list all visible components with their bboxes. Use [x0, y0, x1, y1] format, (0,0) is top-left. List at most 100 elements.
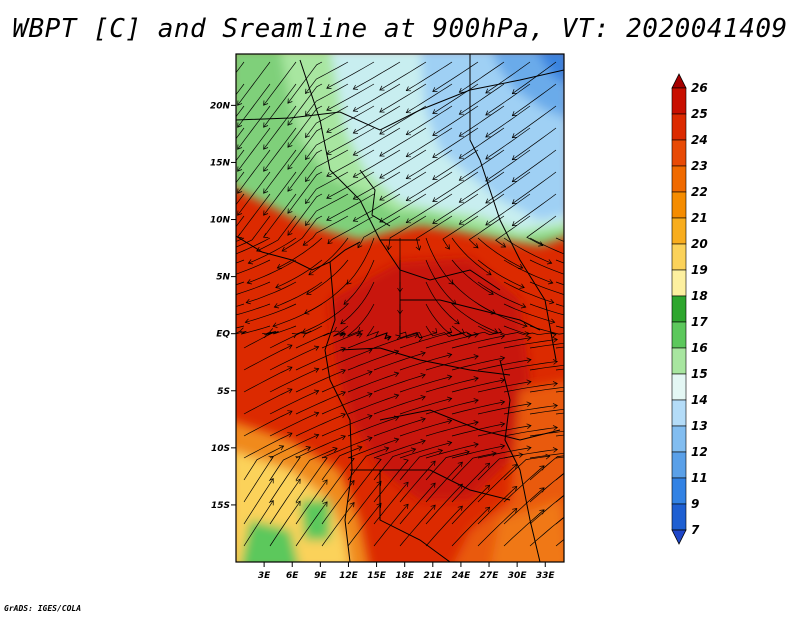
- streamline: [425, 281, 460, 325]
- streamline-arrow: [604, 314, 608, 319]
- colorbar-label: 18: [691, 289, 708, 303]
- streamline-arrow: [518, 452, 524, 458]
- streamline: [399, 442, 452, 459]
- streamline-arrow: [340, 319, 346, 325]
- streamline-arrow: [287, 230, 293, 236]
- streamline-arrow: [594, 491, 599, 495]
- colorbar-label: 25: [691, 107, 708, 121]
- streamline: [416, 215, 453, 251]
- streamline-arrow: [367, 436, 373, 442]
- longitude-axis: 3E 6E 9E 12E 15E 18E 21E 24E 27E 30E 33E: [258, 562, 555, 581]
- streamline-arrow: [218, 316, 223, 321]
- colorbar-segment: [671, 165, 687, 193]
- streamline-arrow: [405, 152, 412, 158]
- streamline-arrow: [295, 500, 301, 506]
- streamline-arrow: [326, 106, 332, 111]
- streamline-arrow: [306, 290, 312, 295]
- streamline-arrow: [343, 299, 349, 305]
- streamline: [247, 259, 297, 284]
- streamline-arrow: [357, 445, 363, 451]
- streamline: [353, 193, 401, 222]
- border-south: [379, 409, 561, 441]
- country-borders: [236, 54, 564, 562]
- streamline: [302, 303, 349, 333]
- streamline: [406, 171, 453, 201]
- streamline: [295, 391, 346, 415]
- streamline-arrow: [305, 110, 311, 117]
- streamline: [529, 452, 564, 459]
- streamline: [399, 420, 452, 437]
- streamline-arrow: [246, 279, 252, 285]
- streamline-arrow: [526, 401, 532, 407]
- streamline: [274, 281, 323, 308]
- streamline: [512, 193, 557, 226]
- streamline-arrow: [305, 446, 312, 452]
- streamline-arrow: [552, 403, 558, 409]
- streamline-arrow: [539, 487, 545, 493]
- streamline-arrow: [575, 256, 580, 261]
- streamline: [287, 127, 323, 170]
- streamline: [477, 508, 518, 547]
- streamline: [373, 332, 423, 349]
- streamline-arrow: [340, 434, 346, 441]
- streamline-arrow: [430, 460, 436, 466]
- colorbar-label: 21: [691, 211, 708, 225]
- streamline-arrow: [447, 418, 453, 425]
- streamline: [485, 127, 531, 160]
- streamline: [269, 434, 319, 459]
- streamline: [529, 303, 564, 316]
- streamline: [373, 418, 426, 437]
- streamline-arrow: [393, 393, 400, 400]
- streamline-arrow: [263, 166, 269, 172]
- streamline-arrow: [194, 253, 199, 258]
- streamline-arrow: [485, 110, 491, 116]
- streamline: [266, 325, 297, 336]
- streamline: [263, 127, 297, 172]
- streamline: [451, 259, 494, 295]
- lon-tick-label: 15E: [367, 571, 387, 581]
- streamline: [425, 483, 463, 525]
- streamline: [425, 377, 479, 393]
- streamline-arrow: [437, 448, 444, 455]
- streamline: [477, 281, 526, 308]
- streamline: [326, 83, 375, 111]
- streamline-arrow: [349, 479, 355, 486]
- streamline: [425, 355, 479, 371]
- streamline-arrow: [379, 195, 385, 201]
- lat-tick-label: 10S: [211, 444, 230, 454]
- lon-tick-label: 18E: [395, 571, 415, 581]
- streamline-arrow: [313, 389, 320, 395]
- streamline-arrow: [606, 385, 610, 390]
- streamline: [347, 332, 392, 349]
- streamline: [256, 215, 297, 252]
- streamline: [366, 325, 391, 340]
- streamline: [373, 440, 426, 459]
- streamline: [503, 339, 558, 349]
- streamline: [243, 330, 277, 349]
- streamline-arrow: [352, 150, 359, 156]
- streamline-arrow: [567, 467, 572, 472]
- streamline-arrow: [405, 174, 412, 180]
- streamline: [269, 368, 319, 393]
- streamline: [529, 259, 564, 275]
- streamline-arrow: [237, 122, 243, 128]
- streamline: [305, 105, 349, 138]
- streamline: [485, 83, 531, 116]
- streamline-arrow: [511, 199, 518, 205]
- border-nigeria: [324, 261, 353, 562]
- streamline: [425, 461, 463, 503]
- streamline-arrow: [212, 189, 216, 194]
- streamline-arrow: [305, 176, 311, 183]
- streamline: [529, 472, 564, 503]
- streamline-arrow: [432, 109, 438, 114]
- streamline: [512, 127, 557, 160]
- streamline: [327, 215, 375, 244]
- streamline: [451, 325, 502, 337]
- streamline-arrow: [500, 399, 506, 406]
- streamline-arrow: [538, 241, 544, 247]
- streamline: [236, 105, 245, 118]
- streamline: [237, 149, 271, 194]
- streamline-arrow: [447, 352, 453, 359]
- streamline-arrow: [379, 151, 385, 157]
- streamline-arrow: [384, 446, 390, 452]
